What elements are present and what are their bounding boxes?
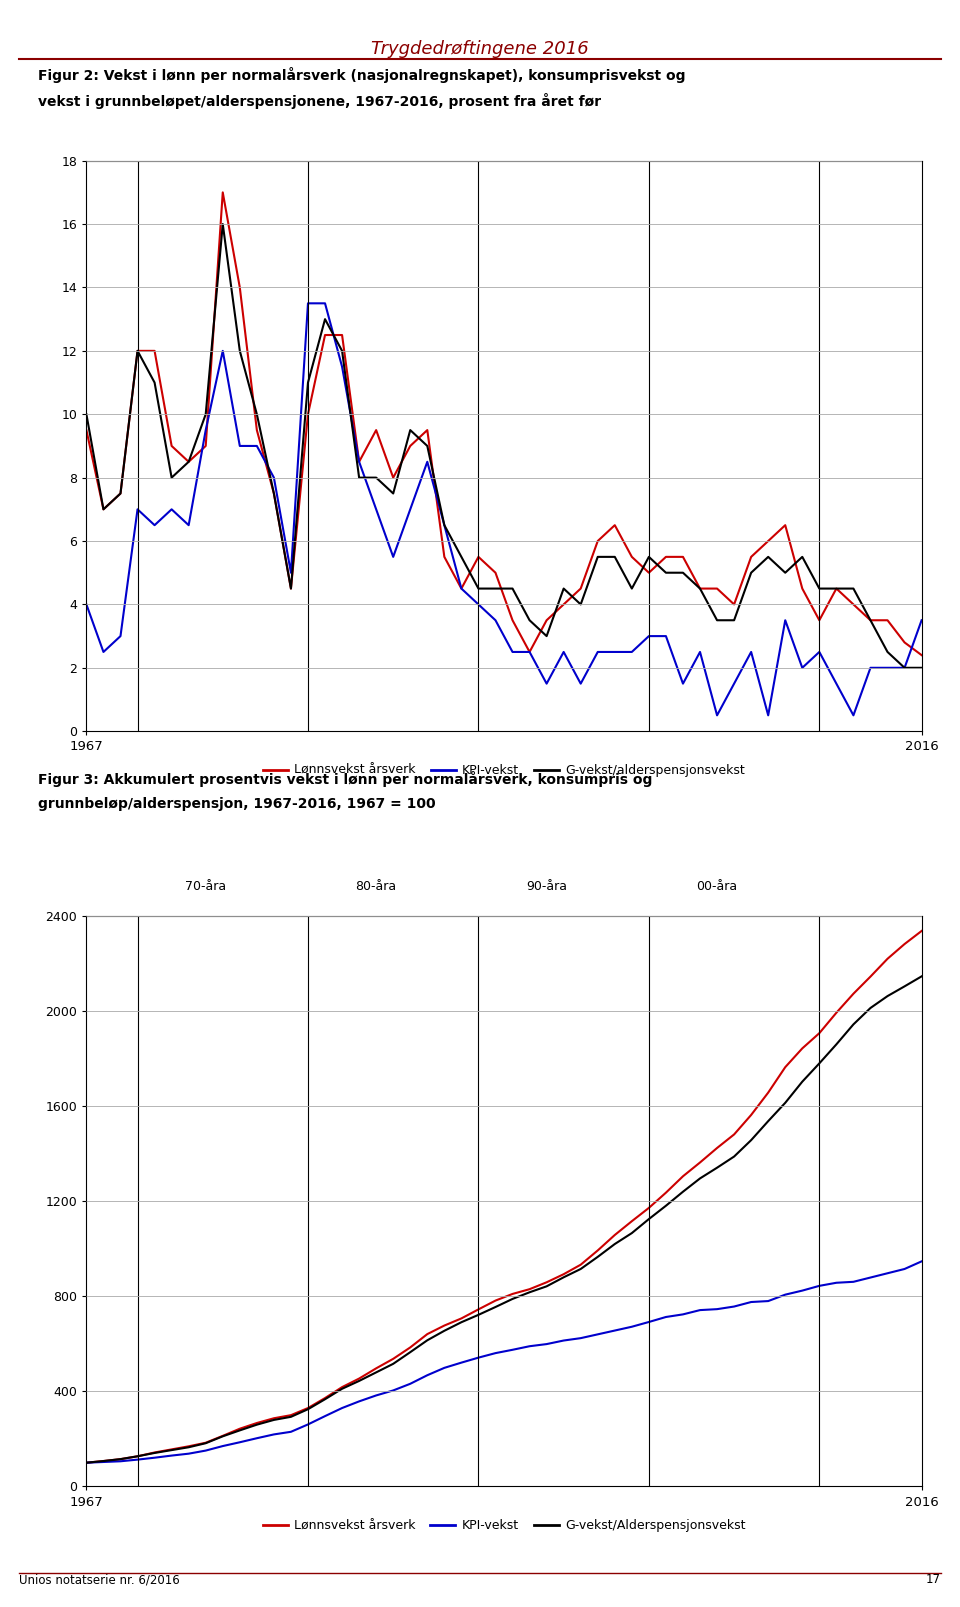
Text: 17: 17 [925, 1573, 941, 1586]
Text: grunnbeløp/alderspensjon, 1967-2016, 1967 = 100: grunnbeløp/alderspensjon, 1967-2016, 196… [38, 797, 436, 812]
Text: Figur 3: Akkumulert prosentvis vekst i lønn per normalårsverk, konsumpris og: Figur 3: Akkumulert prosentvis vekst i l… [38, 771, 653, 787]
Text: 00-åra: 00-åra [697, 881, 737, 893]
Legend: Lønnsvekst årsverk, KPI-vekst, G-vekst/alderspensjonsvekst: Lønnsvekst årsverk, KPI-vekst, G-vekst/a… [258, 759, 750, 783]
Text: vekst i grunnbeløpet/alderspensjonene, 1967-2016, prosent fra året før: vekst i grunnbeløpet/alderspensjonene, 1… [38, 93, 602, 109]
Text: Trygdedrøftingene 2016: Trygdedrøftingene 2016 [372, 40, 588, 58]
Text: Unios notatserie nr. 6/2016: Unios notatserie nr. 6/2016 [19, 1573, 180, 1586]
Legend: Lønnsvekst årsverk, KPI-vekst, G-vekst/Alderspensjonsvekst: Lønnsvekst årsverk, KPI-vekst, G-vekst/A… [257, 1514, 751, 1538]
Text: 80-åra: 80-åra [355, 881, 396, 893]
Text: 90-åra: 90-åra [526, 881, 567, 893]
Text: 70-åra: 70-åra [185, 881, 227, 893]
Text: Figur 2: Vekst i lønn per normalårsverk (nasjonalregnskapet), konsumprisvekst og: Figur 2: Vekst i lønn per normalårsverk … [38, 67, 685, 84]
